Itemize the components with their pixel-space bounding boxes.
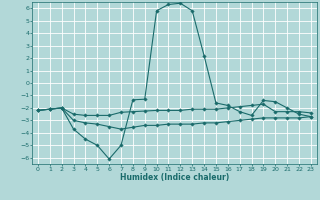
- X-axis label: Humidex (Indice chaleur): Humidex (Indice chaleur): [120, 173, 229, 182]
